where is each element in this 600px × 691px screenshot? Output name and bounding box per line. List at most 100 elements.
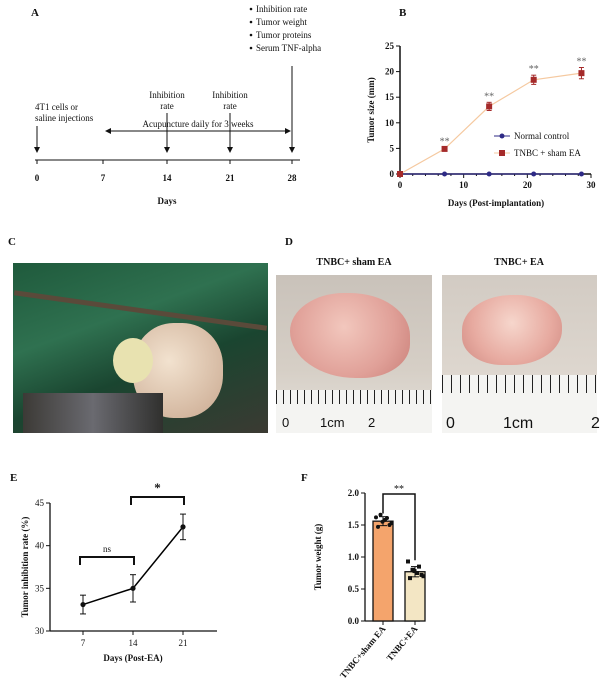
timeline-ticks: 0 7 14 21 28 — [35, 160, 297, 183]
panel-label-d: D — [285, 236, 293, 248]
y-tick-label: 1.0 — [348, 552, 360, 562]
legend-label: TNBC + sham EA — [514, 148, 581, 158]
x-tick-label: 20 — [523, 180, 533, 190]
inhibition-label-14-line2: rate — [160, 101, 174, 111]
y-tick-label: 10 — [385, 118, 395, 128]
ruler-left-1cm: 1cm — [320, 415, 345, 430]
data-point — [415, 571, 419, 575]
inhibition-label-21-line1: Inhibition — [212, 90, 248, 100]
ruler-right-1cm: 1cm — [503, 415, 533, 432]
y-axis-label: Tumor size (mm) — [366, 77, 376, 143]
timeline: 4T1 cells or saline injections Inhibitio… — [34, 4, 321, 206]
acupuncture-photo — [13, 263, 268, 433]
chart-f: 0.0 0.5 1.0 1.5 2.0 Tumor weight (g) TNBC+sham… — [313, 484, 426, 680]
y-tick-label: 15 — [385, 92, 395, 102]
mouse — [113, 338, 153, 383]
x-axis-label: Days (Post-EA) — [103, 653, 162, 663]
tumor — [462, 295, 562, 365]
significance-bracket — [79, 556, 135, 565]
panel-label-f: F — [301, 472, 308, 484]
acupuncture-text: Acupuncture daily for 3 weeks — [143, 119, 254, 129]
data-point — [376, 524, 380, 529]
x-tick-label: 30 — [587, 180, 597, 190]
ruler-left-0: 0 — [282, 415, 289, 430]
start-text-1: 4T1 cells or — [35, 102, 78, 112]
tumor — [290, 293, 410, 378]
y-tick-label: 2.0 — [348, 488, 360, 498]
panel-label-b: B — [399, 7, 407, 19]
data-point — [180, 524, 186, 530]
y-axis-label: Tumor weight (g) — [313, 524, 323, 591]
timeline-xlabel: Days — [157, 196, 176, 206]
timeline-tick-label: 21 — [226, 173, 236, 183]
significance-label: ** — [440, 136, 450, 147]
significance-label: ns — [103, 544, 112, 554]
data-point — [374, 515, 378, 520]
data-point — [378, 512, 383, 517]
data-point — [417, 564, 421, 569]
ruler-right-0: 0 — [446, 415, 455, 432]
legend-marker-circle — [499, 133, 505, 139]
significance-bracket — [130, 496, 185, 505]
data-point-square — [397, 171, 403, 177]
final-measure-item: Tumor proteins — [256, 30, 312, 40]
significance-label: * — [154, 480, 161, 495]
panel-label-a: A — [31, 7, 39, 19]
data-point-square — [486, 103, 493, 110]
x-tick-label: 21 — [179, 638, 188, 648]
significance-label: ** — [484, 91, 494, 102]
y-tick-label: 40 — [35, 541, 45, 551]
tumor-photo-ea — [442, 275, 597, 433]
y-tick-label: 25 — [385, 41, 395, 51]
bullet-icon — [249, 46, 253, 50]
y-axis-label: Tumor inhibition rate (%) — [20, 517, 30, 618]
wires — [23, 393, 163, 433]
legend-marker-square — [499, 150, 505, 156]
y-tick-label: 0.5 — [348, 584, 360, 594]
y-tick-label: 20 — [385, 67, 395, 77]
chart-b: 0 10 20 30 0 5 10 15 20 25 Days (Post-implantation… — [366, 41, 596, 208]
x-axis-label: Days (Post-implantation) — [448, 198, 544, 208]
final-measures-list: Inhibition rate Tumor weight Tumor protein… — [249, 4, 321, 53]
final-measure-item: Tumor weight — [256, 17, 307, 27]
data-point — [389, 521, 394, 526]
y-tick-label: 45 — [35, 498, 45, 508]
y-tick-label: 5 — [390, 143, 395, 153]
y-tick-label: 0 — [390, 169, 395, 179]
timeline-tick-label: 14 — [163, 173, 173, 183]
data-point-circle — [531, 171, 537, 177]
tumor-photo-sham-ea — [276, 275, 432, 433]
final-measure-item: Serum TNF-alpha — [256, 43, 321, 53]
data-point — [130, 585, 136, 591]
bullet-icon — [249, 7, 253, 11]
bullet-icon — [249, 20, 253, 24]
series-line — [399, 72, 582, 175]
data-point — [80, 601, 86, 608]
d-title-sham: TNBC+ sham EA — [316, 257, 392, 268]
timeline-tick-label: 28 — [288, 173, 298, 183]
data-point — [412, 569, 417, 574]
data-point — [406, 559, 410, 564]
y-tick-label: 1.5 — [348, 520, 360, 530]
significance-bracket — [382, 493, 416, 561]
bar — [372, 520, 394, 622]
significance-label: ** — [576, 57, 586, 68]
data-point — [380, 519, 385, 524]
data-point — [408, 576, 412, 581]
data-point — [421, 574, 426, 579]
y-tick-label: 0.0 — [348, 616, 360, 626]
d-title-ea: TNBC+ EA — [494, 257, 545, 268]
timeline-tick-label: 7 — [101, 173, 106, 183]
ruler — [442, 375, 597, 433]
significance-label: ** — [529, 64, 539, 75]
ruler-left-2: 2 — [368, 415, 375, 430]
x-tick-label: 0 — [398, 180, 403, 190]
y-tick-label: 35 — [35, 583, 45, 593]
timeline-tick-label: 0 — [35, 173, 40, 183]
y-tick-label: 30 — [35, 626, 45, 636]
x-tick-label: 14 — [129, 638, 139, 648]
chart-e: 30 35 40 45 7 14 21 Days (Post-EA) Tumor inhibit… — [20, 480, 217, 663]
data-point-circle — [442, 171, 448, 177]
